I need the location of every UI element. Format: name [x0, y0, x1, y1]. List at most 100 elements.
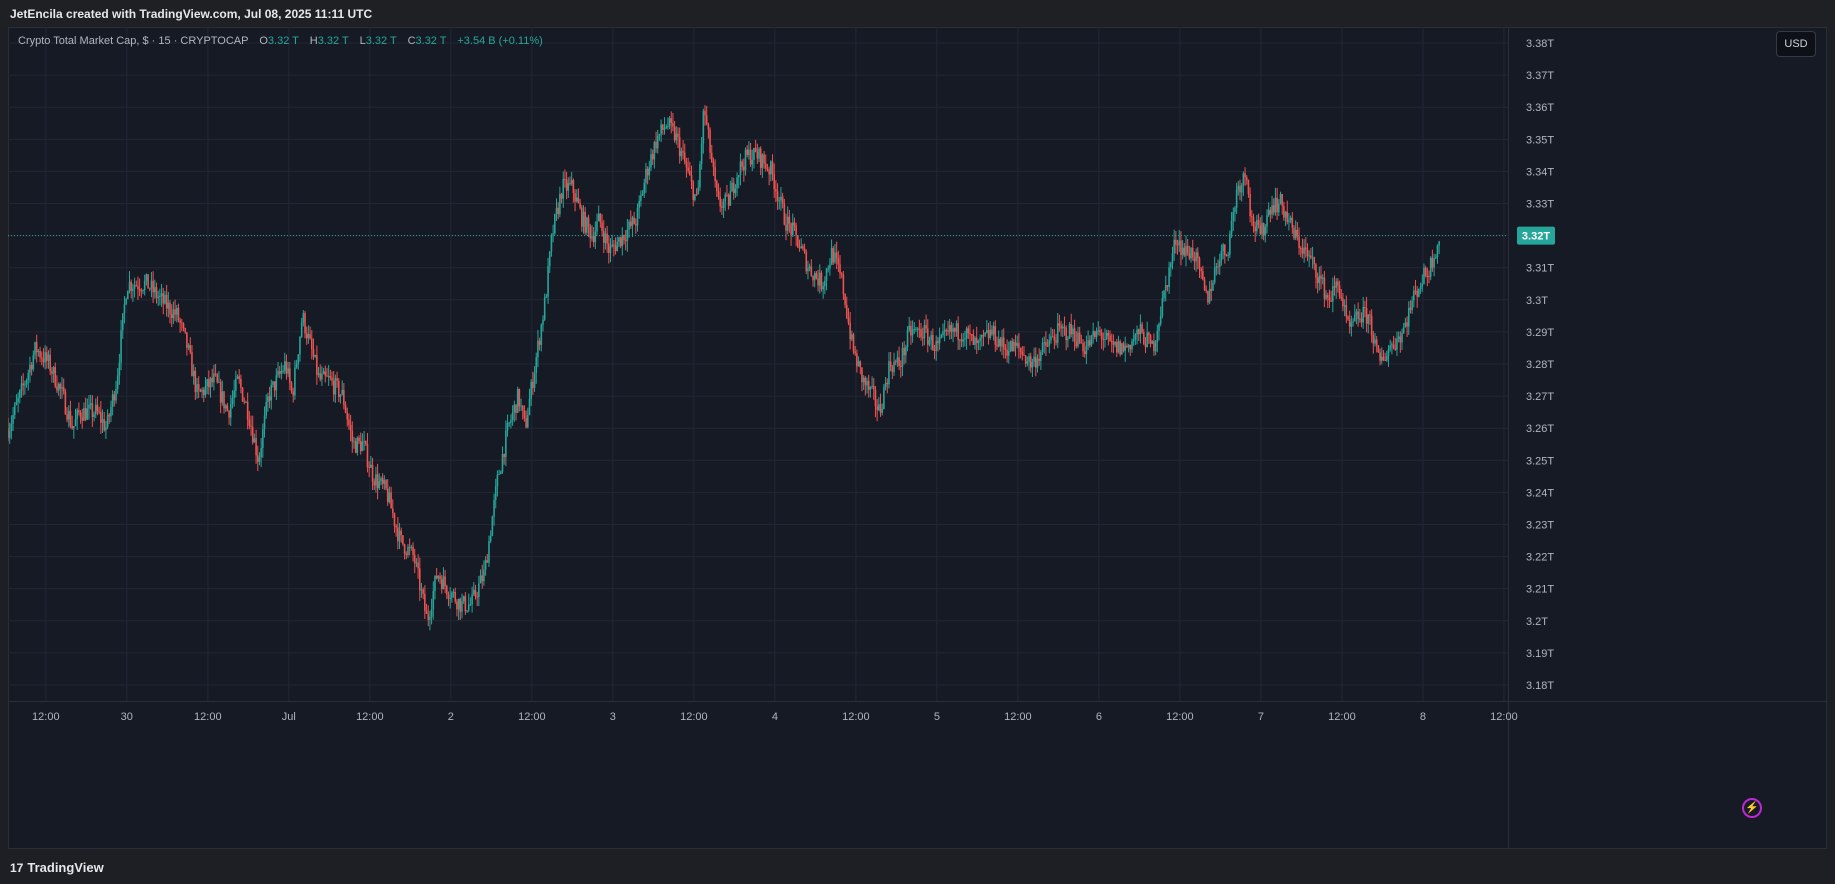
candle-body [984, 332, 986, 336]
candle-body [1289, 217, 1292, 221]
candle-body [202, 389, 205, 396]
candle-body [648, 167, 651, 176]
candle-body [499, 471, 502, 474]
candle-body [1424, 267, 1427, 276]
candle-body [662, 124, 664, 130]
candle-body [528, 399, 531, 416]
candle-body [62, 387, 65, 392]
candle-body [1321, 277, 1324, 279]
candle-body [408, 546, 411, 548]
candle-body [1249, 193, 1251, 217]
candle-body [797, 235, 799, 248]
price-chart[interactable]: 3.18T 3.19T 3.2T 3.21T 3.22T 3.23T 3.24T 3.25T 3… [8, 27, 1827, 849]
y-tick-label: 3.29T [1526, 327, 1554, 339]
candle-body [76, 410, 78, 420]
candle-body [96, 404, 99, 412]
candle-body [1316, 277, 1319, 284]
candle-body [1382, 356, 1385, 361]
candle-body [221, 391, 224, 403]
candle-body [697, 187, 700, 195]
candle-body [1173, 239, 1175, 254]
currency-button[interactable]: USD [1776, 31, 1816, 57]
candle-body [10, 423, 13, 431]
candle-body [81, 417, 84, 421]
open-label: O [259, 35, 268, 47]
candle-body [935, 341, 938, 351]
candle-body [834, 252, 836, 263]
x-tick-label: 8 [1420, 711, 1426, 723]
candle-body [484, 560, 487, 570]
candle-body [1070, 323, 1073, 335]
candle-body [879, 404, 882, 413]
candle-body [489, 535, 492, 542]
candle-body [559, 194, 561, 215]
candle-body [1040, 352, 1042, 361]
lightning-icon[interactable]: ⚡ [1742, 798, 1762, 818]
candle-body [245, 401, 247, 403]
candle-body [98, 411, 100, 413]
candle-body [478, 583, 480, 598]
candle-body [464, 596, 467, 612]
candle-body [1429, 257, 1432, 277]
candle-body [567, 183, 570, 191]
candle-body [527, 415, 529, 428]
candle-body [1034, 356, 1037, 368]
candle-body [886, 382, 889, 385]
candle-body [1099, 330, 1101, 333]
candle-body [251, 426, 254, 443]
candle-body [1018, 343, 1020, 348]
candle-body [538, 340, 541, 345]
candle-body [594, 231, 597, 243]
candle-body [467, 604, 470, 611]
candle-body [918, 328, 921, 330]
candle-body [1397, 336, 1400, 339]
candle-body [194, 370, 197, 393]
candle-body [358, 437, 360, 442]
candle-body [741, 161, 743, 167]
candle-body [498, 473, 500, 475]
candle-body [905, 347, 907, 356]
candle-body [94, 404, 97, 415]
candle-body [614, 245, 617, 252]
candle-body [987, 330, 990, 338]
candle-body [1402, 327, 1405, 334]
candle-body [1357, 311, 1359, 320]
candle-body [1271, 205, 1273, 215]
candle-body [209, 378, 212, 388]
candle-body [1374, 339, 1376, 344]
candle-body [1330, 300, 1332, 302]
candle-body [1350, 322, 1353, 327]
candle-body [391, 508, 394, 514]
candle-body [1256, 220, 1258, 232]
candle-body [278, 371, 281, 374]
candle-body [1311, 257, 1314, 259]
candle-body [827, 268, 830, 270]
candle-body [921, 337, 924, 339]
candle-body [331, 377, 333, 381]
candle-body [861, 367, 863, 383]
candle-body [275, 375, 278, 391]
candle-body [8, 430, 11, 438]
candle-body [1171, 253, 1174, 264]
candle-body [611, 244, 613, 247]
candle-body [206, 379, 208, 387]
candle-body [1257, 220, 1260, 226]
tradingview-logo[interactable]: 17 TradingView [10, 860, 104, 875]
candle-body [1013, 341, 1015, 352]
candle-body [322, 371, 325, 375]
candle-body [442, 576, 445, 589]
candle-body [8, 428, 9, 438]
candle-body [165, 294, 168, 309]
candle-body [555, 207, 558, 215]
candle-body [1055, 340, 1057, 343]
candle-body [732, 182, 735, 194]
y-tick-label: 3.33T [1526, 199, 1554, 211]
candle-body [366, 444, 369, 468]
tradingview-logo-mark: 17 [10, 861, 24, 875]
candle-body [256, 455, 259, 462]
candle-body [1375, 339, 1378, 346]
candle-body [1418, 288, 1420, 297]
candle-body [39, 350, 41, 358]
candle-body [739, 161, 742, 176]
candle-body [678, 137, 681, 157]
